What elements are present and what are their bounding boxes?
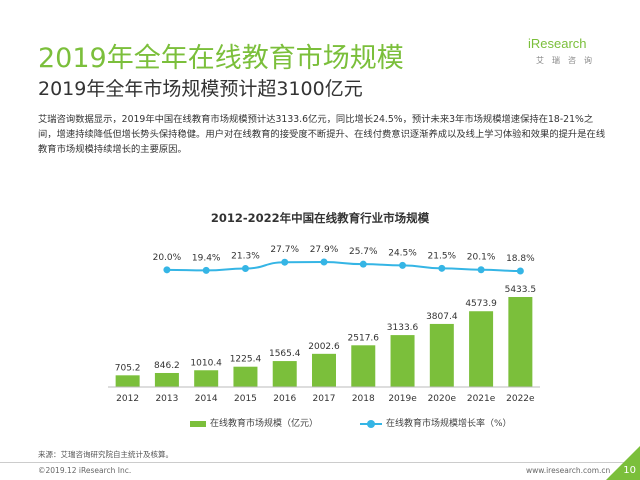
bar-label-2012: 705.2 — [115, 363, 141, 373]
x-tick-2013: 2013 — [155, 394, 178, 404]
x-tick-2022e: 2022e — [506, 394, 535, 404]
bar-2016 — [272, 361, 297, 387]
x-tick-2018: 2018 — [352, 394, 375, 404]
bars-layer: 705.2 846.2 1010.4 1225.4 1565.4 2002.6 2517.6… — [115, 285, 536, 387]
x-tick-2020e: 2020e — [428, 394, 457, 404]
growth-label-2021e: 20.1% — [467, 253, 496, 263]
x-tick-2021e: 2021e — [467, 394, 496, 404]
bar-2020e — [429, 323, 454, 387]
growth-rate-line — [166, 260, 521, 272]
logo-subtext: 艾瑞咨询 — [536, 56, 600, 65]
growth-label-2017: 27.9% — [310, 245, 339, 255]
bar-2018 — [351, 345, 376, 387]
legend-item-market-size: 在线教育市场规模（亿元） — [190, 416, 318, 429]
bar-2013 — [154, 372, 179, 387]
growth-point-2022e — [516, 267, 524, 275]
logo-text: iResearch — [528, 36, 587, 51]
growth-label-2019e: 24.5% — [388, 248, 417, 258]
x-tick-2012: 2012 — [116, 394, 139, 404]
copyright-text: ©2019.12 iResearch Inc. — [38, 466, 132, 475]
description-text: 艾瑞咨询数据显示，2019年中国在线教育市场规模预计达3133.6亿元，同比增长… — [38, 114, 606, 155]
growth-label-2013: 20.0% — [153, 253, 182, 263]
bar-2012 — [115, 375, 140, 387]
bar-label-2015: 1225.4 — [230, 355, 262, 365]
growth-point-2016 — [281, 258, 289, 266]
x-tick-2014: 2014 — [195, 394, 218, 404]
page-title: 2019年全年在线教育市场规模 — [38, 43, 404, 74]
bar-2019e — [390, 335, 415, 387]
chart-title: 2012-2022年中国在线教育行业市场规模 — [210, 211, 430, 225]
growth-point-2020e — [438, 264, 446, 272]
bar-label-2018: 2517.6 — [348, 333, 380, 343]
x-tick-2016: 2016 — [273, 394, 296, 404]
page-corner-decoration — [606, 446, 640, 480]
page-number: 10 — [623, 465, 636, 476]
growth-point-2013 — [163, 266, 171, 274]
bar-label-2019e: 3133.6 — [387, 323, 419, 333]
legend-item-growth-rate: 在线教育市场规模增长率（%） — [360, 416, 512, 429]
bar-label-2013: 846.2 — [154, 361, 180, 371]
x-tick-2017: 2017 — [313, 394, 336, 404]
bar-label-2022e: 5433.5 — [505, 285, 537, 295]
growth-label-2016: 27.7% — [270, 245, 299, 255]
legend-label-market-size: 在线教育市场规模（亿元） — [210, 419, 319, 429]
bar-2014 — [194, 370, 219, 387]
growth-point-2018 — [359, 260, 367, 268]
growth-point-2019e — [399, 261, 407, 269]
footer-divider — [0, 462, 640, 463]
growth-line-layer: 20.0% 19.4% 21.3% 27.7% 27.9% 25.7% 24.5% 21.5%… — [153, 245, 535, 275]
growth-point-2017 — [320, 258, 328, 266]
bar-label-2021e: 4573.9 — [465, 299, 497, 309]
growth-point-2021e — [477, 266, 485, 274]
bar-label-2020e: 3807.4 — [426, 312, 458, 322]
website-link[interactable]: www.iresearch.com.cn — [526, 466, 611, 475]
legend-line-swatch — [360, 419, 382, 428]
bar-label-2016: 1565.4 — [269, 349, 301, 359]
legend-label-growth-rate: 在线教育市场规模增长率（%） — [386, 419, 512, 429]
bar-2021e — [469, 311, 494, 387]
bar-2022e — [508, 297, 533, 387]
bar-label-2014: 1010.4 — [190, 358, 222, 368]
growth-label-2014: 19.4% — [192, 253, 221, 263]
page-subtitle: 2019年全年市场规模预计超3100亿元 — [38, 78, 363, 100]
axis-layer: 2012 2013 2014 2015 2016 2017 2018 2019e 2020e 20… — [108, 386, 540, 404]
iresearch-logo: iResearch 艾瑞咨询 — [528, 36, 608, 70]
growth-label-2020e: 21.5% — [428, 251, 457, 261]
growth-point-2015 — [241, 265, 249, 273]
legend-bar-swatch — [190, 420, 206, 427]
x-tick-2015: 2015 — [234, 394, 257, 404]
growth-label-2015: 21.3% — [231, 252, 260, 262]
bar-2017 — [312, 353, 336, 387]
bar-label-2017: 2002.6 — [308, 342, 340, 352]
growth-label-2018: 25.7% — [349, 247, 378, 257]
growth-label-2022e: 18.8% — [506, 254, 535, 264]
bar-2015 — [233, 366, 258, 387]
source-note: 来源：艾瑞咨询研究院自主统计及核算。 — [38, 450, 173, 459]
x-tick-2019e: 2019e — [388, 394, 417, 404]
growth-point-2014 — [202, 266, 210, 274]
